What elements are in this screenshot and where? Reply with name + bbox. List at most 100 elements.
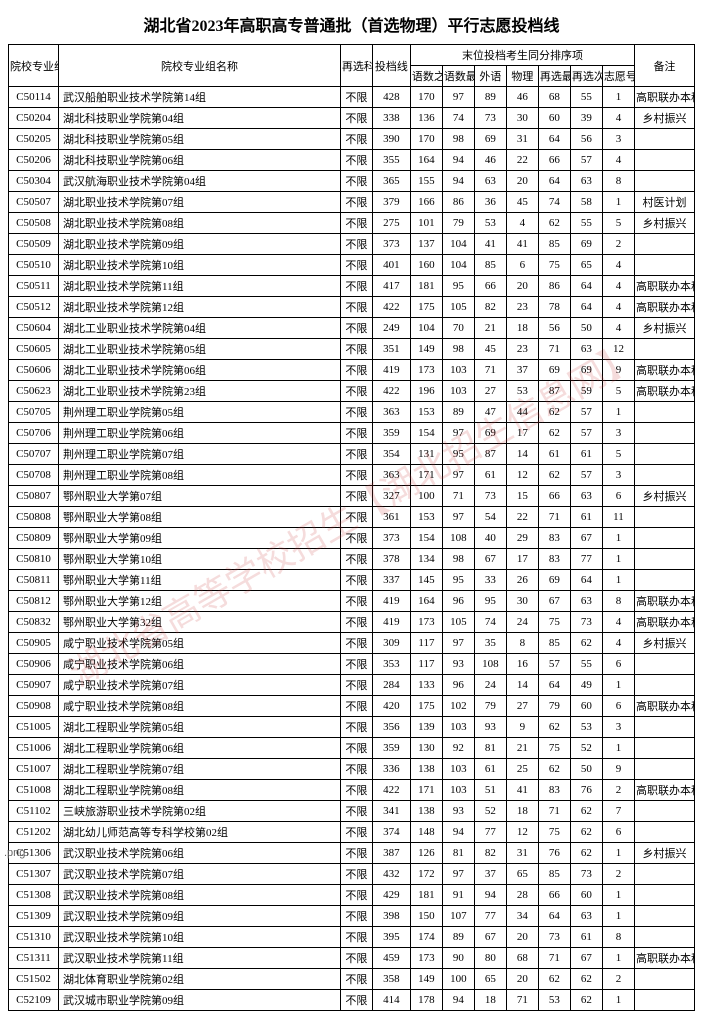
cell: 432 <box>372 864 410 885</box>
cell: 不限 <box>340 885 372 906</box>
cell: 4 <box>602 276 634 297</box>
cell: 不限 <box>340 570 372 591</box>
cell: 53 <box>506 381 538 402</box>
cell: 175 <box>410 297 442 318</box>
cell: 95 <box>442 276 474 297</box>
cell <box>635 990 695 1011</box>
cell: C51007 <box>9 759 59 780</box>
cell <box>635 465 695 486</box>
cell: 5 <box>602 213 634 234</box>
cell: 104 <box>410 318 442 339</box>
cell: 82 <box>474 297 506 318</box>
cell <box>635 927 695 948</box>
th-tongfen: 末位投档考生同分排序项 <box>410 45 634 66</box>
cell: 67 <box>538 591 570 612</box>
table-row: C51006湖北工程职业学院第06组不限35913092812175521 <box>9 738 695 759</box>
cell: 96 <box>442 675 474 696</box>
cell: 336 <box>372 759 410 780</box>
cell: 不限 <box>340 402 372 423</box>
cell: 37 <box>506 360 538 381</box>
cell: 94 <box>442 822 474 843</box>
cell: 81 <box>474 738 506 759</box>
cell: 不限 <box>340 486 372 507</box>
th-code: 院校专业组代号 <box>9 45 59 87</box>
cell <box>635 339 695 360</box>
cell: 咸宁职业技术学院第06组 <box>59 654 341 675</box>
cell: 湖北工业职业技术学院第06组 <box>59 360 341 381</box>
cell <box>635 528 695 549</box>
cell: 1 <box>602 885 634 906</box>
cell: 164 <box>410 591 442 612</box>
cell: 武汉职业技术学院第06组 <box>59 843 341 864</box>
cell: 94 <box>474 885 506 906</box>
cell: 87 <box>474 444 506 465</box>
cell: 387 <box>372 843 410 864</box>
cell: 149 <box>410 339 442 360</box>
cell: 361 <box>372 507 410 528</box>
cell: 9 <box>506 717 538 738</box>
cell: 12 <box>506 822 538 843</box>
table-row: C50304武汉航海职业技术学院第04组不限36515594632064638 <box>9 171 695 192</box>
table-row: C51102三峡旅游职业技术学院第02组不限34113893521871627 <box>9 801 695 822</box>
cell: 62 <box>570 990 602 1011</box>
cell: 100 <box>410 486 442 507</box>
cell: 23 <box>506 297 538 318</box>
table-row: C50832鄂州职业大学第32组不限419173105742475734高职联办… <box>9 612 695 633</box>
cell: 74 <box>474 612 506 633</box>
cell: 不限 <box>340 759 372 780</box>
cell: 61 <box>570 444 602 465</box>
cell <box>635 150 695 171</box>
table-row: C50705荆州理工职业学院第05组不限36315389474462571 <box>9 402 695 423</box>
cell: 79 <box>474 696 506 717</box>
cell: 不限 <box>340 507 372 528</box>
cell: 103 <box>442 780 474 801</box>
cell: 85 <box>538 864 570 885</box>
cell: C51311 <box>9 948 59 969</box>
cell: C51310 <box>9 927 59 948</box>
cell: 荆州理工职业学院第05组 <box>59 402 341 423</box>
cell: 湖北工业职业技术学院第23组 <box>59 381 341 402</box>
cell: 不限 <box>340 528 372 549</box>
cell: 不限 <box>340 108 372 129</box>
th-yszh: 语数之和 <box>410 66 442 87</box>
cell: 34 <box>506 906 538 927</box>
table-row: C50908咸宁职业技术学院第08组不限420175102792779606高职… <box>9 696 695 717</box>
table-row: C50707荆州理工职业学院第07组不限35413195871461615 <box>9 444 695 465</box>
cell: 104 <box>442 255 474 276</box>
cell: 49 <box>570 675 602 696</box>
cell: 不限 <box>340 738 372 759</box>
cell: 不限 <box>340 129 372 150</box>
table-row: C50905咸宁职业技术学院第05组不限3091179735885624乡村振兴 <box>9 633 695 654</box>
cell: 53 <box>538 990 570 1011</box>
cell: 130 <box>410 738 442 759</box>
cell: 高职联办本科 <box>635 591 695 612</box>
cell: 73 <box>474 486 506 507</box>
cell: 66 <box>538 885 570 906</box>
cell: 2 <box>602 780 634 801</box>
cell: 63 <box>570 906 602 927</box>
cell: 73 <box>570 612 602 633</box>
cell: C50808 <box>9 507 59 528</box>
cell <box>635 402 695 423</box>
cell: 92 <box>442 738 474 759</box>
cell: C51005 <box>9 717 59 738</box>
cell: 23 <box>506 339 538 360</box>
th-yszg: 语数最高 <box>442 66 474 87</box>
cell: 71 <box>474 360 506 381</box>
cell: 97 <box>442 87 474 108</box>
cell: 乡村振兴 <box>635 633 695 654</box>
cell: 不限 <box>340 549 372 570</box>
cell: 1 <box>602 843 634 864</box>
table-row: C50605湖北工业职业技术学院第05组不限351149984523716312 <box>9 339 695 360</box>
cell: 66 <box>538 150 570 171</box>
cell: 57 <box>570 465 602 486</box>
cell <box>635 171 695 192</box>
cell: 105 <box>442 297 474 318</box>
cell: 3 <box>602 129 634 150</box>
cell: 89 <box>474 87 506 108</box>
cell: 171 <box>410 780 442 801</box>
cell: 422 <box>372 297 410 318</box>
cell: 湖北工业职业技术学院第04组 <box>59 318 341 339</box>
cell: 83 <box>538 528 570 549</box>
cell: 341 <box>372 801 410 822</box>
